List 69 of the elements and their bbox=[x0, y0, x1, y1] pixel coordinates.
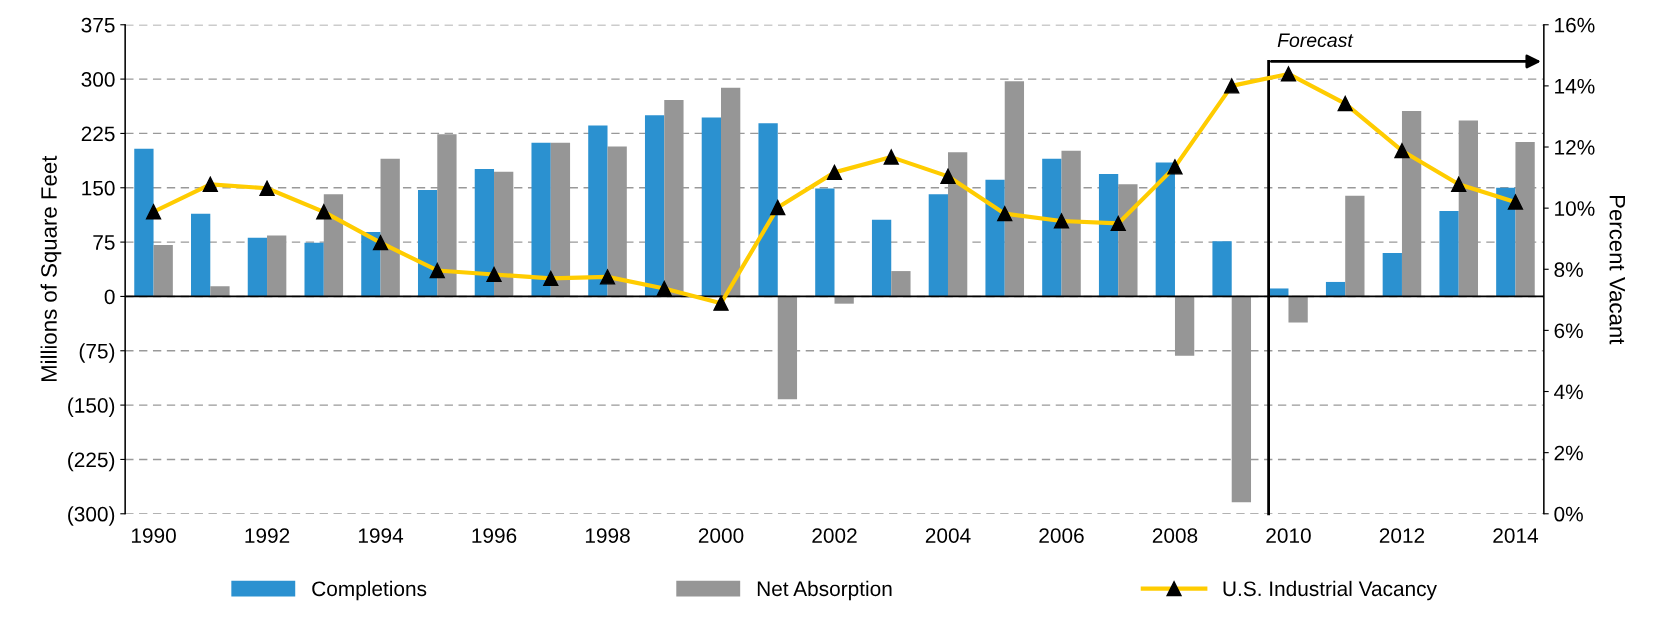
y-tick-label: 0 bbox=[104, 289, 115, 305]
y-axis-title: Millions of Square Feet bbox=[40, 155, 62, 382]
y-tick-label: 300 bbox=[81, 72, 115, 87]
bar bbox=[153, 245, 173, 297]
bar bbox=[1098, 174, 1119, 297]
y2-tick-label: 2% bbox=[1554, 445, 1583, 461]
x-tick-label: 1994 bbox=[358, 528, 404, 543]
bar bbox=[134, 148, 154, 297]
bar bbox=[191, 213, 211, 297]
bar bbox=[1496, 187, 1516, 297]
x-tick-label: 1998 bbox=[585, 528, 630, 543]
bar bbox=[304, 242, 324, 297]
bar bbox=[1212, 241, 1232, 297]
y-tick-label: 75 bbox=[93, 235, 115, 250]
x-tick-label: 1990 bbox=[131, 528, 176, 543]
bar bbox=[758, 123, 778, 297]
y2-tick-label: 12% bbox=[1555, 140, 1595, 155]
y2-tick-label: 16% bbox=[1555, 17, 1595, 33]
x-tick-label: 2008 bbox=[1152, 528, 1198, 543]
bar bbox=[531, 142, 551, 297]
bar bbox=[644, 115, 665, 297]
y2-tick-label: 14% bbox=[1555, 78, 1595, 94]
y2-tick-label: 6% bbox=[1554, 323, 1583, 339]
y-tick-label: 375 bbox=[81, 17, 115, 33]
bar bbox=[1269, 288, 1289, 297]
y-tick-label: 225 bbox=[81, 126, 115, 142]
legend-label: Completions bbox=[312, 580, 427, 601]
bar bbox=[1042, 158, 1062, 297]
x-tick-label: 2014 bbox=[1493, 528, 1539, 543]
x-tick-label: 2006 bbox=[1039, 528, 1084, 543]
y2-tick-label: 4% bbox=[1554, 384, 1583, 400]
bar bbox=[474, 168, 495, 297]
x-tick-label: 2000 bbox=[698, 528, 744, 543]
bar bbox=[701, 117, 722, 297]
y2-tick-label: 8% bbox=[1554, 262, 1583, 278]
bar bbox=[834, 296, 854, 304]
bar bbox=[815, 188, 835, 297]
legend-label: Net Absorption bbox=[757, 580, 892, 601]
bar bbox=[267, 235, 287, 297]
bar bbox=[1325, 281, 1346, 297]
x-tick-label: 2004 bbox=[925, 528, 971, 543]
bar bbox=[928, 194, 948, 297]
bar bbox=[417, 189, 438, 297]
bar bbox=[891, 271, 911, 297]
y-tick-label: (225) bbox=[68, 451, 115, 472]
x-tick-label: 2010 bbox=[1266, 528, 1311, 543]
bar bbox=[1288, 296, 1308, 323]
bar bbox=[1439, 210, 1459, 297]
bar bbox=[871, 219, 892, 297]
y2-tick-label: 10% bbox=[1555, 201, 1595, 216]
y2-tick-label: 0% bbox=[1554, 506, 1583, 522]
x-tick-label: 2002 bbox=[812, 528, 857, 543]
y2-axis-title: Percent Vacant bbox=[1609, 195, 1625, 345]
y-tick-label: (150) bbox=[68, 397, 115, 417]
bar bbox=[588, 125, 608, 297]
legend-label: U.S. Industrial Vacancy bbox=[1223, 580, 1437, 601]
bar bbox=[247, 237, 268, 297]
y-tick-label: 150 bbox=[82, 180, 115, 196]
x-tick-label: 2012 bbox=[1379, 528, 1425, 543]
y-tick-label: (75) bbox=[79, 343, 115, 363]
ref-line-label: Forecast bbox=[1277, 33, 1354, 48]
bar bbox=[1061, 150, 1081, 297]
y-tick-label: (300) bbox=[68, 506, 115, 526]
bar bbox=[210, 286, 230, 297]
x-tick-label: 1992 bbox=[245, 528, 290, 543]
x-tick-label: 1996 bbox=[472, 528, 517, 543]
bar bbox=[1382, 252, 1402, 297]
bar bbox=[985, 179, 1005, 297]
bar bbox=[1155, 162, 1175, 297]
